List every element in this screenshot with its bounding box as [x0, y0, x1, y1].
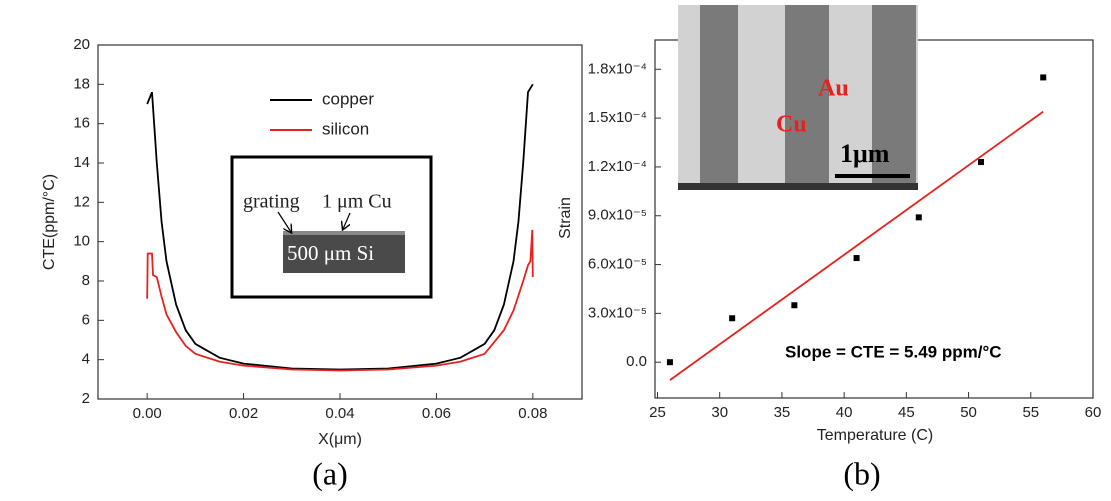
- x-tick-label: 40: [836, 404, 853, 421]
- y-tick-label: 6: [82, 311, 90, 328]
- stripe: [700, 5, 738, 190]
- arrow: [343, 212, 351, 229]
- y-axis-label: CTE(ppm/°C): [41, 174, 58, 270]
- y-tick-label: 3.0x10⁻⁵: [588, 304, 647, 321]
- data-line: [146, 83, 534, 371]
- y-tick-label: 1.8x10⁻⁴: [588, 60, 647, 77]
- annotation: 1 μm Cu: [322, 191, 392, 213]
- x-tick-label: 25: [649, 404, 666, 421]
- y-tick-label: 4: [82, 351, 90, 368]
- x-tick-label: 30: [711, 404, 728, 421]
- y-tick-label: 18: [73, 75, 90, 92]
- y-tick-label: 10: [73, 233, 90, 250]
- annotation: Cu: [776, 112, 807, 138]
- y-tick-label: 12: [73, 193, 90, 210]
- substrate: [283, 234, 405, 273]
- x-tick-label: 50: [960, 404, 977, 421]
- y-tick-label: 8: [82, 272, 90, 289]
- stripe: [785, 5, 829, 190]
- annotation: grating: [243, 191, 300, 213]
- y-tick-label: 6.0x10⁻⁵: [588, 256, 647, 273]
- x-tick-label: 55: [1022, 404, 1039, 421]
- legend-label: copper: [322, 89, 374, 108]
- panel-label: (b): [843, 455, 880, 491]
- data-line: [669, 110, 1044, 381]
- stripe: [872, 5, 916, 190]
- x-tick-label: 0.02: [229, 405, 258, 422]
- y-tick-label: 1.5x10⁻⁴: [588, 109, 647, 126]
- copper-layer: [283, 231, 405, 235]
- x-axis-label: Temperature (C): [817, 427, 933, 444]
- annotation: 1μm: [840, 139, 890, 168]
- x-tick-label: 35: [774, 404, 791, 421]
- x-tick-label: 0.08: [518, 405, 547, 422]
- data-point: [978, 159, 985, 166]
- y-tick-label: 0.0: [626, 353, 647, 370]
- annotation: Au: [818, 76, 849, 102]
- chart-panel: 0.0 3.0x10⁻⁵ 6.0x10⁻⁵ 9.0x10⁻⁵ 1.2x10⁻⁴ 1.5x1…: [557, 39, 1102, 491]
- y-tick-label: 2: [82, 390, 90, 407]
- data-point: [1040, 74, 1047, 81]
- y-tick-label: 16: [73, 115, 90, 132]
- data-point: [729, 315, 736, 322]
- x-tick-label: 45: [898, 404, 915, 421]
- annotation: 500 μm Si: [287, 241, 374, 265]
- y-tick-label: 9.0x10⁻⁵: [588, 207, 647, 224]
- panel-label: (a): [312, 455, 348, 491]
- x-tick-label: 0.04: [325, 405, 354, 422]
- y-axis-label: Strain: [557, 197, 574, 239]
- x-tick-label: 0.06: [422, 405, 451, 422]
- data-line: [146, 229, 534, 372]
- y-tick-label: 1.2x10⁻⁴: [588, 158, 647, 175]
- data-point: [915, 214, 922, 221]
- inset-frame: [230, 155, 433, 299]
- y-tick-label: 20: [73, 36, 90, 53]
- chart-panel: 2 4 6 8 10 12 14 16 18 20 0.00 0.02 0.04 0.06 0.08 CTE(…: [41, 36, 583, 491]
- x-axis-label: X(μm): [318, 431, 362, 448]
- annotation: Slope = CTE = 5.49 ppm/°C: [785, 342, 1002, 361]
- x-tick-label: 0.00: [133, 405, 162, 422]
- data-point: [791, 302, 798, 309]
- data-point: [853, 255, 860, 262]
- sem-footer: [678, 183, 918, 190]
- y-tick-label: 14: [73, 154, 90, 171]
- legend-label: silicon: [322, 119, 369, 138]
- inset-a: grating 1 μm Cu 500 μm Si: [230, 155, 433, 299]
- x-tick-label: 60: [1085, 404, 1102, 421]
- data-point: [666, 359, 673, 366]
- inset-b: Au Cu 1μm: [678, 5, 918, 190]
- arrow: [277, 211, 291, 232]
